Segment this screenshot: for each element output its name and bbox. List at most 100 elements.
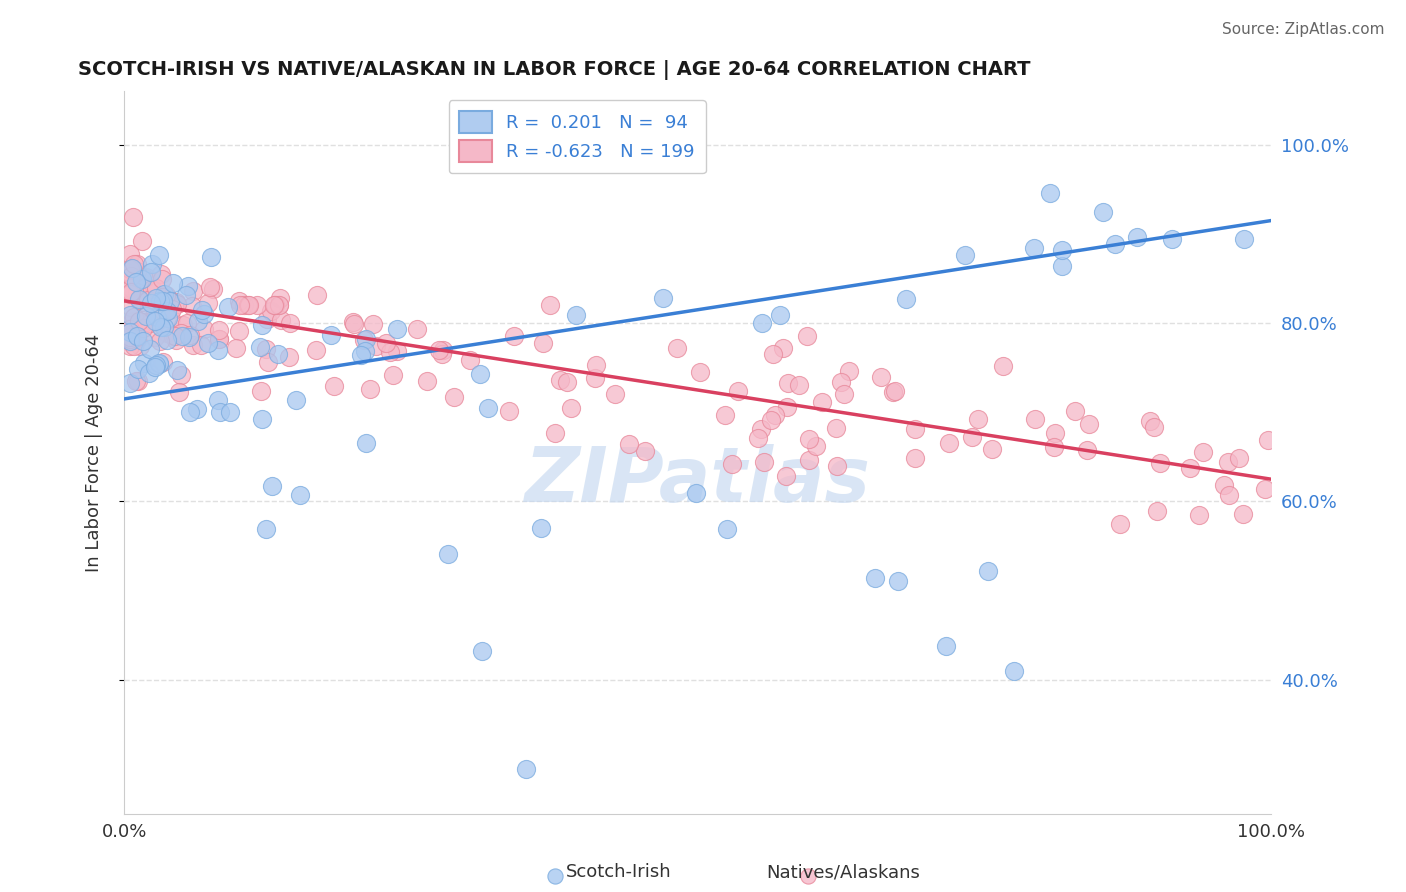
Point — [118, 332, 141, 346]
Point — [380, 345, 402, 359]
Point — [436, 547, 458, 561]
Point — [172, 318, 194, 333]
Point — [991, 359, 1014, 373]
Point — [1050, 259, 1073, 273]
Point — [1002, 665, 1025, 679]
Point — [797, 869, 820, 883]
Point — [270, 312, 292, 326]
Point — [162, 302, 184, 317]
Point — [155, 287, 177, 301]
Point — [285, 393, 308, 408]
Point — [165, 333, 187, 347]
Point — [150, 271, 173, 285]
Point — [127, 374, 149, 388]
Point — [181, 337, 204, 351]
Text: ZIPatlas: ZIPatlas — [524, 444, 870, 518]
Point — [747, 431, 769, 445]
Point — [122, 339, 145, 353]
Point — [323, 378, 346, 392]
Point — [430, 347, 453, 361]
Point — [141, 314, 163, 328]
Point — [125, 329, 148, 343]
Point — [254, 522, 277, 536]
Point — [121, 314, 143, 328]
Point — [149, 334, 172, 348]
Point — [208, 332, 231, 346]
Point — [118, 318, 141, 333]
Point — [228, 324, 250, 338]
Point — [120, 285, 142, 299]
Point — [135, 309, 157, 323]
Point — [884, 384, 907, 398]
Point — [1233, 232, 1256, 246]
Point — [127, 362, 149, 376]
Point — [225, 342, 247, 356]
Point — [165, 294, 187, 309]
Point — [471, 644, 494, 658]
Point — [364, 339, 387, 353]
Point — [1139, 414, 1161, 428]
Point — [124, 275, 146, 289]
Point — [651, 291, 673, 305]
Point — [187, 313, 209, 327]
Point — [305, 288, 328, 302]
Point — [980, 442, 1002, 456]
Point — [141, 281, 163, 295]
Point — [938, 436, 960, 450]
Point — [118, 329, 141, 343]
Point — [550, 373, 572, 387]
Point — [1043, 440, 1066, 454]
Point — [135, 317, 157, 331]
Point — [869, 370, 891, 384]
Point — [263, 298, 285, 312]
Point — [229, 298, 252, 312]
Point — [198, 280, 221, 294]
Point — [776, 376, 799, 390]
Point — [129, 338, 152, 352]
Point — [149, 267, 172, 281]
Point — [269, 292, 291, 306]
Point — [714, 408, 737, 422]
Text: Source: ZipAtlas.com: Source: ZipAtlas.com — [1222, 22, 1385, 37]
Point — [477, 401, 499, 415]
Point — [381, 368, 404, 382]
Point — [143, 359, 166, 374]
Point — [138, 366, 160, 380]
Point — [249, 340, 271, 354]
Point — [190, 338, 212, 352]
Point — [179, 328, 201, 343]
Point — [1213, 478, 1236, 492]
Point — [1232, 507, 1254, 521]
Point — [503, 329, 526, 343]
Legend: R =  0.201   N =  94, R = -0.623   N = 199: R = 0.201 N = 94, R = -0.623 N = 199 — [449, 100, 706, 173]
Point — [832, 386, 855, 401]
Point — [131, 334, 153, 349]
Point — [118, 266, 141, 280]
Point — [176, 279, 198, 293]
Point — [176, 316, 198, 330]
Point — [152, 355, 174, 369]
Point — [977, 564, 1000, 578]
Point — [443, 390, 465, 404]
Point — [139, 265, 162, 279]
Point — [128, 293, 150, 308]
Point — [118, 321, 141, 335]
Point — [132, 271, 155, 285]
Point — [458, 353, 481, 368]
Point — [361, 317, 384, 331]
Point — [153, 319, 176, 334]
Point — [498, 404, 520, 418]
Point — [132, 356, 155, 370]
Point — [288, 488, 311, 502]
Point — [266, 347, 288, 361]
Point — [124, 310, 146, 325]
Point — [162, 329, 184, 343]
Point — [159, 293, 181, 308]
Point — [354, 332, 377, 346]
Point — [197, 335, 219, 350]
Point — [343, 317, 366, 331]
Point — [530, 521, 553, 535]
Point — [202, 282, 225, 296]
Point — [749, 422, 772, 436]
Point — [585, 371, 607, 385]
